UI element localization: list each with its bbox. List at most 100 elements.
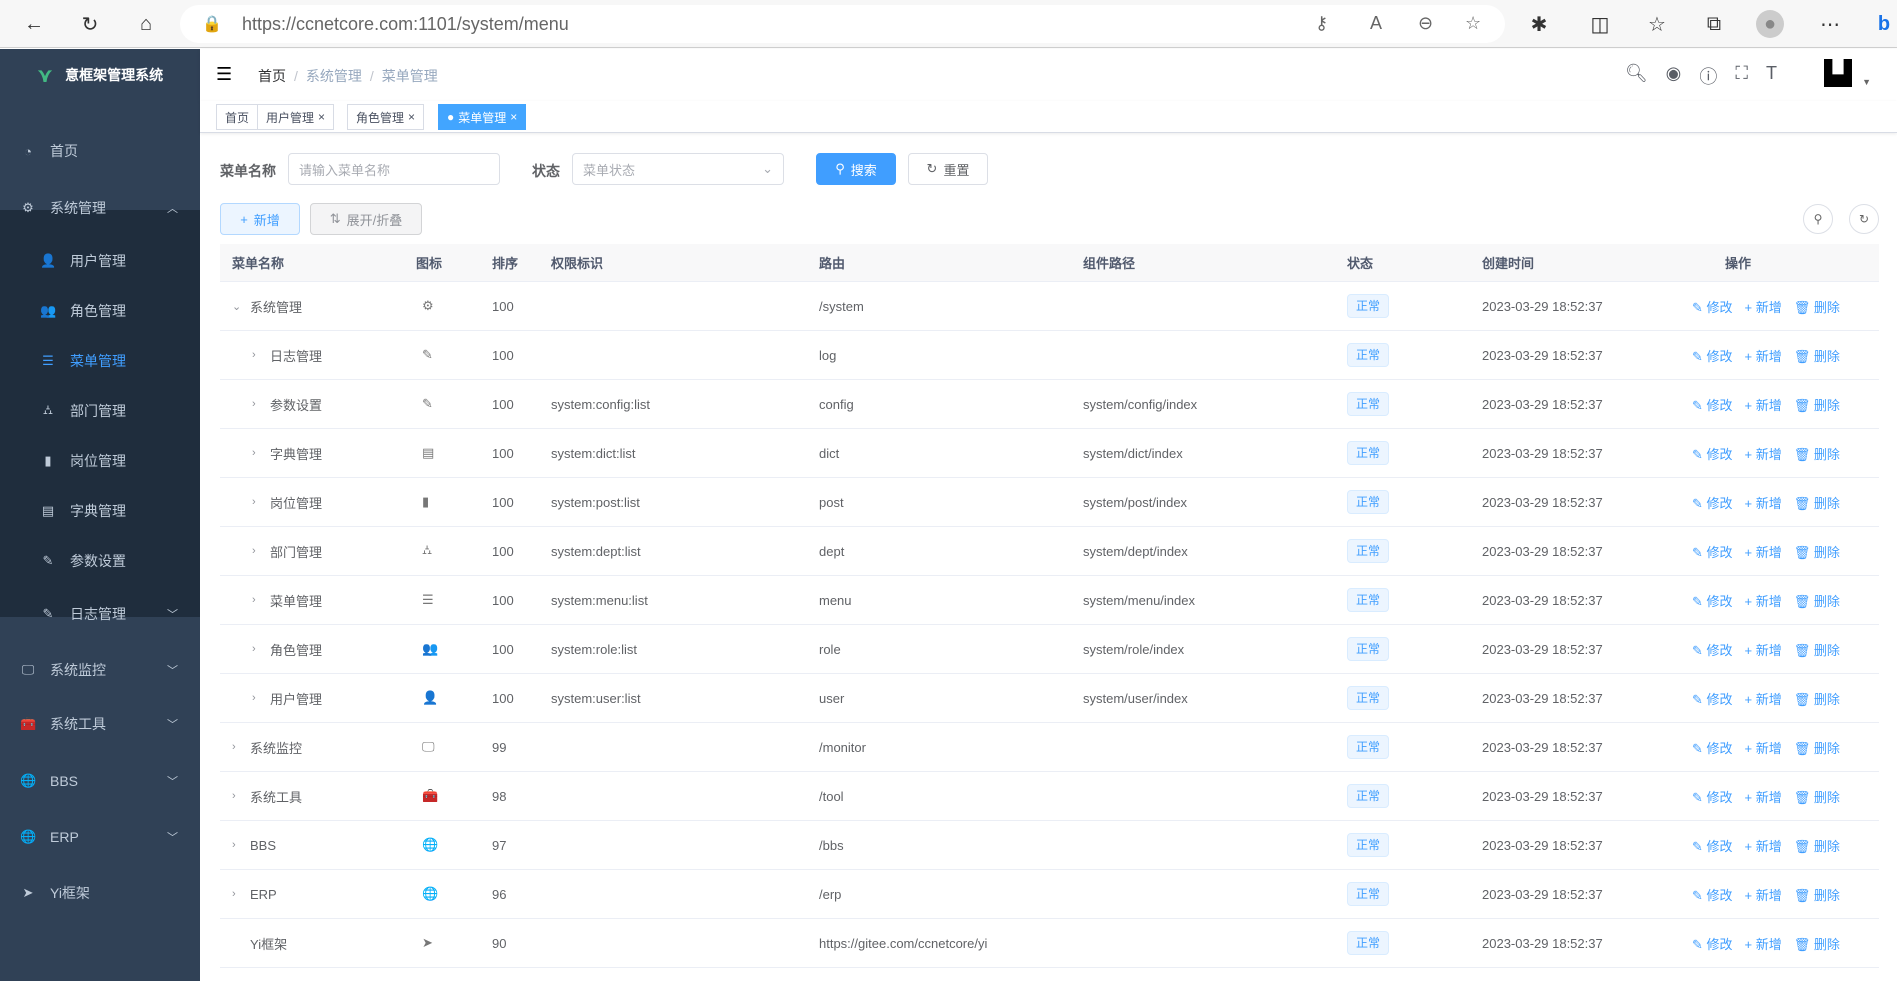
avatar[interactable] [1824,59,1852,87]
delete-button[interactable]: 🗑︎ 删除 [1794,689,1840,708]
edit-button[interactable]: ✎ 修改 [1692,934,1733,953]
search-icon[interactable]: 🔍︎ [1624,63,1648,83]
sidebar-item[interactable]: ✎ 参数设置 [0,536,200,586]
edit-button[interactable]: ✎ 修改 [1692,885,1733,904]
chevron-right-icon[interactable]: › [252,398,256,410]
bing-icon[interactable]: b [1877,12,1891,35]
status-select[interactable]: 菜单状态 ⌄ [572,153,784,185]
favorite-add-icon[interactable]: ☆ [1465,13,1482,33]
chevron-right-icon[interactable]: › [252,643,256,655]
tag-item[interactable]: 角色管理 × [347,104,425,130]
close-icon[interactable]: × [318,110,326,124]
close-icon[interactable]: × [408,110,416,124]
expand-collapse-button[interactable]: ⇅ 展开/折叠 [310,203,422,235]
sidebar-item[interactable]: ◔ 首页 [0,126,200,176]
edit-button[interactable]: ✎ 修改 [1692,591,1733,610]
favorites-icon[interactable]: ☆ [1648,13,1666,36]
edit-button[interactable]: ✎ 修改 [1692,395,1733,414]
add-child-button[interactable]: + 新增 [1745,885,1782,904]
sidebar-item[interactable]: ☰ 菜单管理 [0,336,200,386]
add-child-button[interactable]: + 新增 [1745,934,1782,953]
delete-button[interactable]: 🗑︎ 删除 [1794,395,1840,414]
back-icon[interactable]: ← [24,12,44,35]
chevron-right-icon[interactable]: › [232,839,236,851]
sidebar-item[interactable]: ▮ 岗位管理 [0,436,200,486]
chevron-right-icon[interactable]: › [252,447,256,459]
extensions-icon[interactable]: ✱ [1530,13,1548,36]
chevron-right-icon[interactable]: › [252,349,256,361]
chevron-right-icon[interactable]: › [232,741,236,753]
edit-button[interactable]: ✎ 修改 [1692,493,1733,512]
delete-button[interactable]: 🗑︎ 删除 [1794,542,1840,561]
address-bar[interactable]: 🔒 https://ccnetcore.com:1101/system/menu… [180,5,1505,43]
sidebar-item[interactable]: 👥 角色管理 [0,286,200,336]
add-child-button[interactable]: + 新增 [1745,738,1782,757]
chevron-right-icon[interactable]: › [252,496,256,508]
font-size-icon[interactable]: T [1766,63,1777,83]
add-child-button[interactable]: + 新增 [1745,297,1782,316]
chevron-right-icon[interactable]: › [252,692,256,704]
edit-button[interactable]: ✎ 修改 [1692,542,1733,561]
collections-icon[interactable]: ⧉ [1706,12,1722,35]
zoom-out-icon[interactable]: ⊖ [1418,13,1434,33]
add-child-button[interactable]: + 新增 [1745,640,1782,659]
delete-button[interactable]: 🗑︎ 删除 [1794,787,1840,806]
chevron-right-icon[interactable]: › [232,790,236,802]
split-screen-icon[interactable]: ◫ [1590,13,1610,36]
search-button[interactable]: ⚲ 搜索 [816,153,896,185]
tag-item[interactable]: 首页 [216,104,259,130]
add-child-button[interactable]: + 新增 [1745,787,1782,806]
github-icon[interactable]: ◉ [1665,63,1682,83]
delete-button[interactable]: 🗑︎ 删除 [1794,836,1840,855]
add-child-button[interactable]: + 新增 [1745,689,1782,708]
sidebar-item[interactable]: 🖵 系统监控 ﹀ [0,645,200,695]
edit-button[interactable]: ✎ 修改 [1692,738,1733,757]
chevron-down-icon[interactable]: ⌄ [232,300,242,313]
more-icon[interactable]: ⋯ [1820,13,1840,36]
edit-button[interactable]: ✎ 修改 [1692,444,1733,463]
toggle-search-button[interactable]: ⚲ [1803,204,1833,234]
breadcrumb-item[interactable]: 首页 [258,68,286,84]
menu-name-input[interactable]: 请输入菜单名称 [288,153,500,185]
add-child-button[interactable]: + 新增 [1745,444,1782,463]
edit-button[interactable]: ✎ 修改 [1692,836,1733,855]
chevron-right-icon[interactable]: › [252,594,256,606]
sidebar-item[interactable]: 🌐 BBS ﹀ [0,756,200,806]
delete-button[interactable]: 🗑︎ 删除 [1794,444,1840,463]
sidebar-item[interactable]: ⛼ 部门管理 [0,386,200,436]
delete-button[interactable]: 🗑︎ 删除 [1794,346,1840,365]
refresh-button[interactable]: ↻ [1849,204,1879,234]
add-button[interactable]: + 新增 [220,203,300,235]
sidebar-item[interactable]: ➤ Yi框架 [0,868,200,918]
chevron-right-icon[interactable]: › [232,888,236,900]
key-icon[interactable]: ⚷ [1315,13,1329,33]
delete-button[interactable]: 🗑︎ 删除 [1794,885,1840,904]
add-child-button[interactable]: + 新增 [1745,346,1782,365]
tag-item[interactable]: ● 菜单管理 × [438,104,527,130]
add-child-button[interactable]: + 新增 [1745,395,1782,414]
hamburger-icon[interactable]: ☰ [216,64,233,84]
delete-button[interactable]: 🗑︎ 删除 [1794,297,1840,316]
tag-item[interactable]: 用户管理 × [257,104,335,130]
add-child-button[interactable]: + 新增 [1745,542,1782,561]
delete-button[interactable]: 🗑︎ 删除 [1794,640,1840,659]
edit-button[interactable]: ✎ 修改 [1692,346,1733,365]
sidebar-item[interactable]: 🌐 ERP ﹀ [0,812,200,862]
sidebar-item[interactable]: ✎ 日志管理 ﹀ [0,589,200,639]
chevron-right-icon[interactable]: › [252,545,256,557]
edit-button[interactable]: ✎ 修改 [1692,640,1733,659]
edit-button[interactable]: ✎ 修改 [1692,689,1733,708]
edit-button[interactable]: ✎ 修改 [1692,297,1733,316]
profile-icon[interactable]: ● [1756,10,1784,38]
delete-button[interactable]: 🗑︎ 删除 [1794,591,1840,610]
sidebar-item[interactable]: ▤ 字典管理 [0,486,200,536]
help-icon[interactable]: ⓘ [1699,67,1718,87]
sidebar-item[interactable]: 🧰 系统工具 ﹀ [0,699,200,749]
read-aloud-icon[interactable]: A [1370,13,1383,33]
close-icon[interactable]: × [510,110,518,124]
refresh-icon[interactable]: ↻ [81,13,99,36]
edit-button[interactable]: ✎ 修改 [1692,787,1733,806]
sidebar-item[interactable]: 👤 用户管理 [0,236,200,286]
delete-button[interactable]: 🗑︎ 删除 [1794,934,1840,953]
home-icon[interactable]: ⌂ [139,12,153,35]
